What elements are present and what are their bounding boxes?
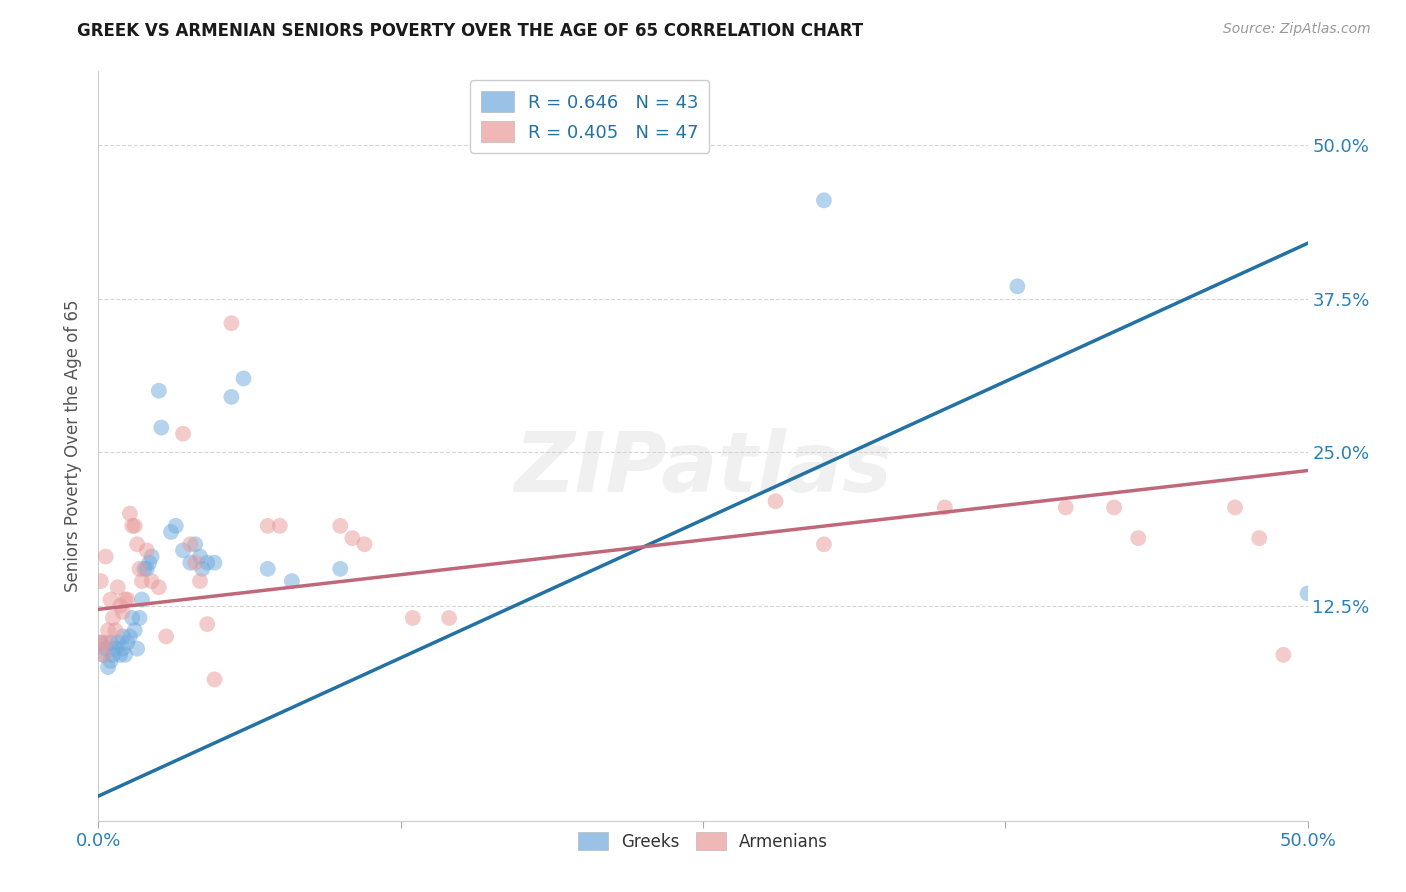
Point [813,194,835,208]
Point [101,611,124,625]
Point [108,648,131,662]
Point [155,629,177,643]
Point [141,549,163,564]
Point [114,648,136,662]
Point [100,635,122,649]
Point [195,617,218,632]
Point [353,537,375,551]
Text: Source: ZipAtlas.com: Source: ZipAtlas.com [1223,22,1371,37]
Y-axis label: Seniors Poverty Over the Age of 65: Seniors Poverty Over the Age of 65 [65,300,83,592]
Point [128,611,150,625]
Point [117,635,139,649]
Point [118,629,141,643]
Point [127,537,149,551]
Point [124,519,146,533]
Point [148,580,170,594]
Point [100,654,122,668]
Point [188,574,211,588]
Point [90,635,112,649]
Point [179,556,201,570]
Point [329,519,352,533]
Point [127,641,149,656]
Point [101,648,124,662]
Point [269,519,291,533]
Point [172,426,194,441]
Point [90,635,112,649]
Point [437,611,460,625]
Point [91,648,114,662]
Point [172,543,194,558]
Point [148,384,170,398]
Point [141,574,163,588]
Point [1249,531,1271,545]
Point [281,574,304,588]
Point [204,673,226,687]
Point [118,507,141,521]
Point [256,519,278,533]
Point [121,611,143,625]
Point [100,592,122,607]
Text: ZIPatlas: ZIPatlas [515,428,891,509]
Point [232,371,254,385]
Point [94,549,117,564]
Point [150,420,173,434]
Point [128,562,150,576]
Point [160,524,183,539]
Point [188,549,211,564]
Point [94,641,117,656]
Point [135,543,157,558]
Point [1296,586,1319,600]
Point [195,556,218,570]
Point [191,562,214,576]
Point [934,500,956,515]
Point [1128,531,1150,545]
Point [1054,500,1077,515]
Point [329,562,352,576]
Point [221,390,243,404]
Point [1102,500,1125,515]
Point [107,580,129,594]
Text: GREEK VS ARMENIAN SENIORS POVERTY OVER THE AGE OF 65 CORRELATION CHART: GREEK VS ARMENIAN SENIORS POVERTY OVER T… [77,22,863,40]
Point [1272,648,1295,662]
Point [342,531,364,545]
Point [204,556,226,570]
Point [256,562,278,576]
Point [124,624,146,638]
Point [765,494,787,508]
Point [111,641,134,656]
Point [131,574,153,588]
Point [91,648,114,662]
Point [131,592,153,607]
Point [104,641,127,656]
Point [90,574,112,588]
Point [179,537,201,551]
Point [184,537,207,551]
Point [121,519,143,533]
Point [111,605,134,619]
Point [813,537,835,551]
Point [114,592,136,607]
Point [97,624,120,638]
Point [107,635,129,649]
Point [111,629,134,643]
Point [135,562,157,576]
Point [221,316,243,330]
Legend: Greeks, Armenians: Greeks, Armenians [571,826,835,857]
Point [108,599,131,613]
Point [117,592,139,607]
Point [1223,500,1246,515]
Point [138,556,160,570]
Point [1007,279,1029,293]
Point [97,660,120,674]
Point [165,519,187,533]
Point [184,556,207,570]
Point [402,611,425,625]
Point [94,635,117,649]
Point [104,624,127,638]
Point [134,562,156,576]
